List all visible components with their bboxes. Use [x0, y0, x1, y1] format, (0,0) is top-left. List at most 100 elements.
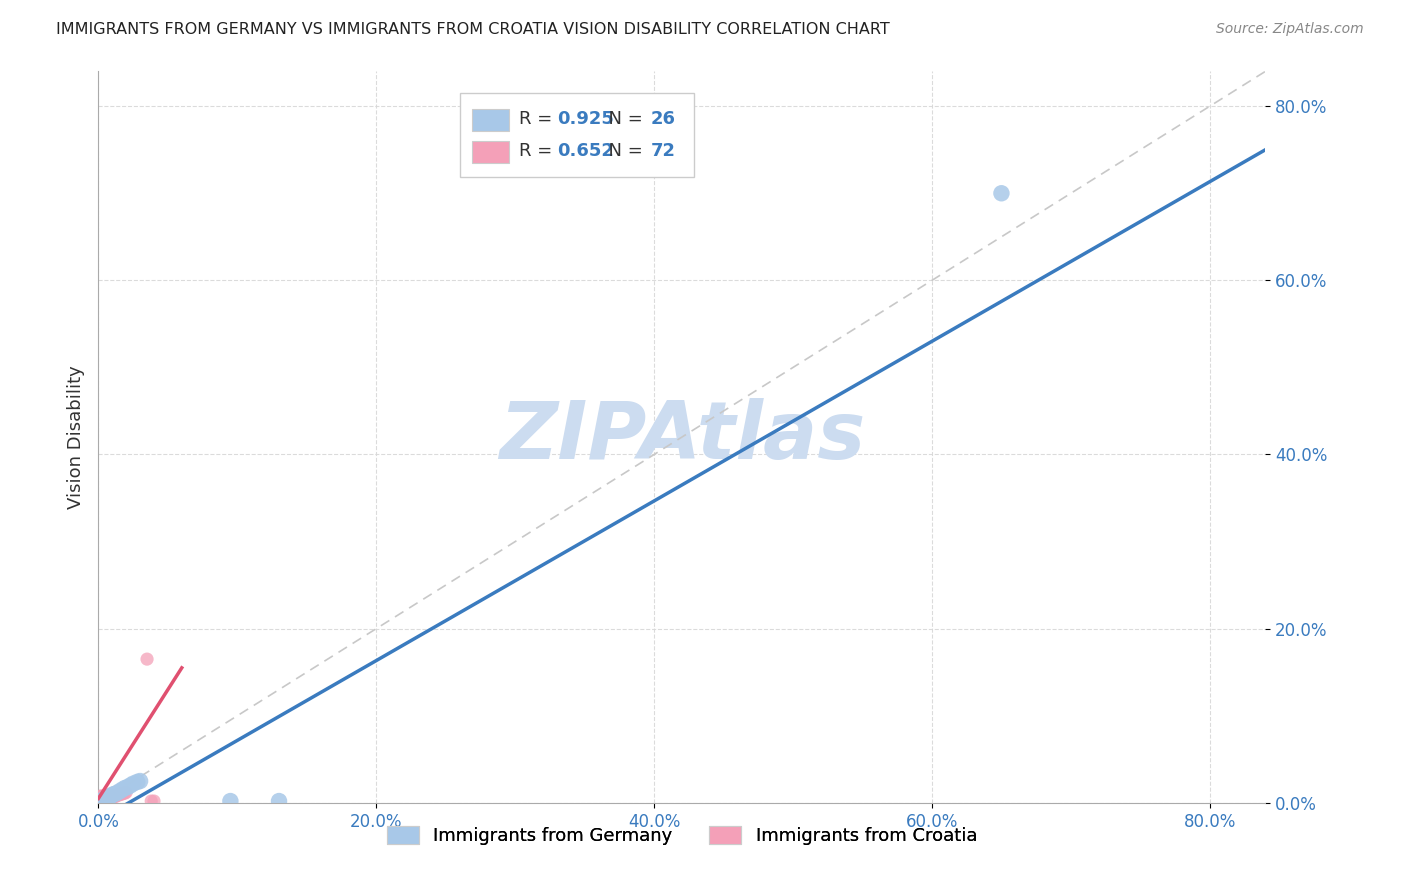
Point [93, 794, 115, 808]
Legend: Immigrants from Germany, Immigrants from Croatia: Immigrants from Germany, Immigrants from… [380, 819, 984, 852]
Point [89, 790, 111, 805]
Point [114, 780, 136, 795]
Point [89, 793, 111, 807]
Point [103, 789, 125, 803]
Point [105, 789, 128, 803]
Point [89, 794, 111, 808]
Point [94, 792, 117, 806]
Text: N =: N = [596, 110, 648, 128]
Point [112, 786, 135, 800]
Point [93, 792, 115, 806]
FancyBboxPatch shape [472, 141, 509, 163]
Point [104, 789, 127, 803]
Point [101, 789, 124, 803]
Point [101, 788, 124, 802]
Text: IMMIGRANTS FROM GERMANY VS IMMIGRANTS FROM CROATIA VISION DISABILITY CORRELATION: IMMIGRANTS FROM GERMANY VS IMMIGRANTS FR… [56, 22, 890, 37]
Y-axis label: Vision Disability: Vision Disability [66, 365, 84, 509]
Point [100, 791, 122, 805]
Point [101, 790, 124, 805]
Point [89, 795, 111, 809]
Point [90, 791, 112, 805]
Point [990, 186, 1012, 201]
Point [98, 790, 121, 805]
Text: 72: 72 [651, 142, 675, 160]
Point [90, 789, 112, 804]
Point [267, 794, 290, 808]
Point [97, 789, 120, 804]
Point [90, 790, 112, 805]
Point [98, 791, 121, 805]
Point [96, 790, 118, 805]
Point [96, 793, 118, 807]
Point [94, 791, 117, 805]
Point [94, 791, 117, 805]
Point [129, 774, 152, 789]
Point [89, 791, 111, 805]
Point [91, 789, 114, 804]
Point [103, 787, 125, 801]
Point [114, 786, 136, 800]
Point [94, 789, 117, 804]
Point [93, 791, 115, 805]
Point [91, 792, 114, 806]
Point [96, 791, 118, 805]
Point [100, 789, 122, 803]
Text: R =: R = [519, 110, 558, 128]
Point [96, 790, 118, 805]
Point [93, 792, 115, 806]
Point [97, 791, 120, 805]
Point [90, 794, 112, 808]
Point [94, 790, 117, 805]
Point [100, 789, 122, 804]
Point [91, 791, 114, 805]
Text: 26: 26 [651, 110, 675, 128]
Point [91, 795, 114, 809]
Point [97, 790, 120, 805]
Text: Source: ZipAtlas.com: Source: ZipAtlas.com [1216, 22, 1364, 37]
Point [98, 789, 121, 804]
Point [115, 785, 138, 799]
Text: 0.652: 0.652 [557, 142, 614, 160]
Text: 0.925: 0.925 [557, 110, 614, 128]
Text: ZIPAtlas: ZIPAtlas [499, 398, 865, 476]
Point [96, 789, 118, 803]
Point [90, 795, 112, 809]
Point [94, 794, 117, 808]
Point [91, 793, 114, 807]
Point [111, 787, 134, 801]
Point [93, 789, 115, 803]
Text: N =: N = [596, 142, 648, 160]
Point [96, 792, 118, 806]
Point [136, 652, 159, 666]
Point [90, 793, 112, 807]
Point [90, 792, 112, 806]
Point [93, 790, 115, 805]
Point [91, 790, 114, 805]
Point [108, 787, 131, 801]
Point [107, 788, 129, 802]
Point [98, 789, 121, 804]
Point [96, 789, 118, 804]
Point [91, 794, 114, 808]
Point [219, 794, 242, 808]
Point [122, 777, 145, 791]
Point [111, 782, 134, 797]
Point [89, 792, 111, 806]
Point [93, 793, 115, 807]
Point [93, 789, 115, 804]
Point [105, 786, 128, 800]
Point [117, 780, 139, 794]
Text: R =: R = [519, 142, 558, 160]
Point [98, 792, 121, 806]
Point [127, 775, 149, 789]
Point [141, 794, 163, 808]
FancyBboxPatch shape [460, 94, 693, 178]
Point [97, 790, 120, 805]
Point [108, 788, 131, 802]
Point [120, 778, 142, 792]
Point [104, 789, 127, 804]
Point [91, 793, 114, 807]
Point [101, 789, 124, 804]
Point [103, 789, 125, 804]
Point [89, 789, 111, 804]
